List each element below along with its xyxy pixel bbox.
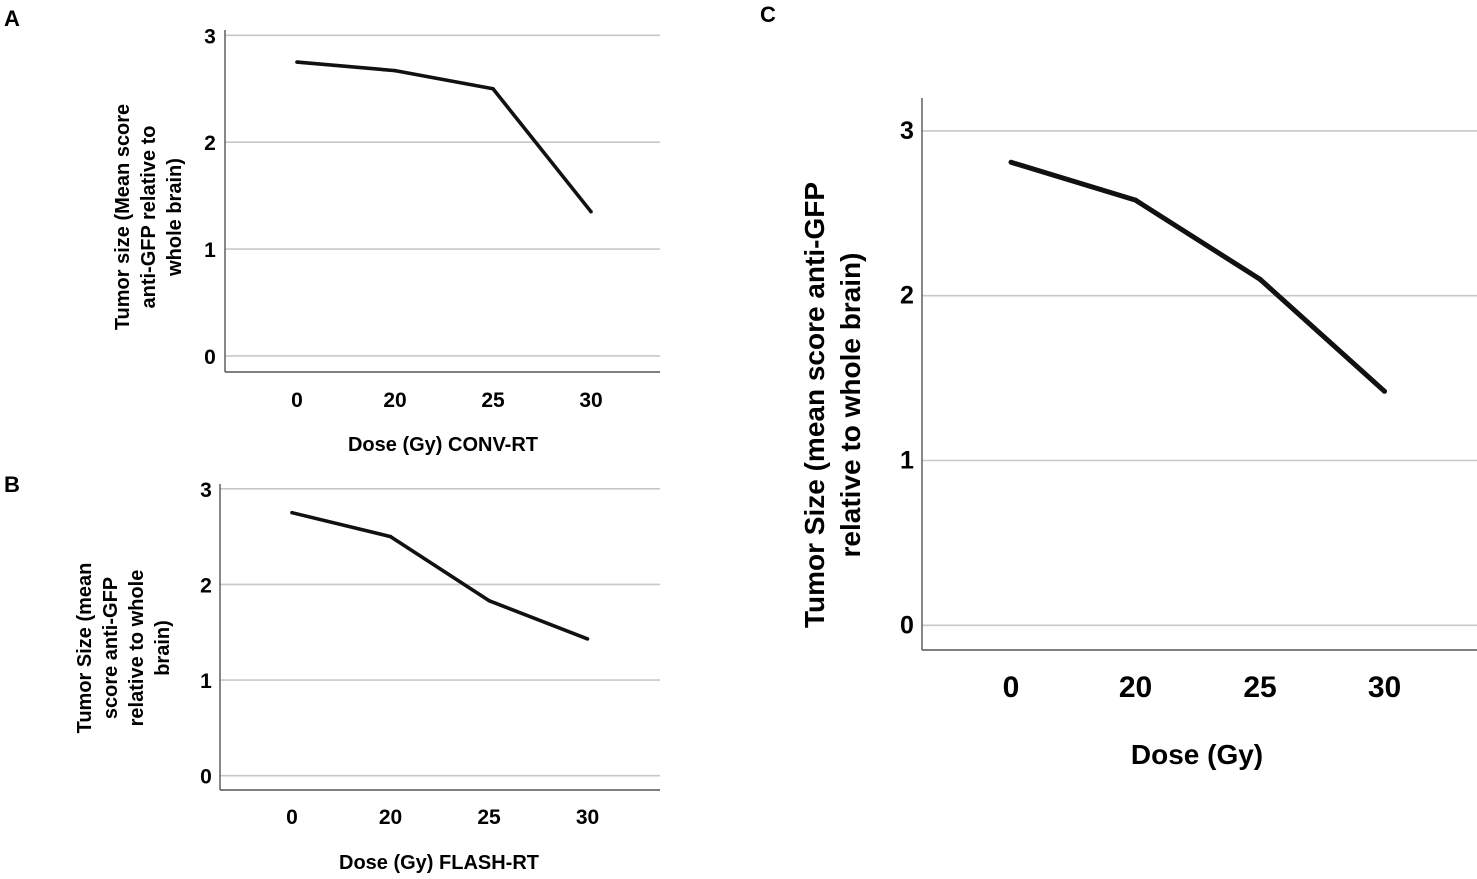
data-point [295,60,299,64]
y-axis-title-line: relative to whole brain) [835,253,866,558]
x-tick-label: 30 [579,389,602,412]
data-point [487,598,491,603]
data-point [585,637,590,641]
y-tick-label: 1 [204,239,216,262]
y-tick-label: 0 [200,766,212,789]
panel-label-a: A [4,6,20,31]
y-axis-title-line: Tumor size (Mean score [112,104,134,330]
y-axis-title: Tumor Size (mean score anti-GFP relative t… [74,563,174,734]
y-tick-label: 1 [900,447,914,475]
y-tick-label: 3 [204,25,216,48]
data-point [1382,388,1387,394]
x-tick-label: 0 [1003,671,1020,704]
x-tick-label: 20 [1119,671,1152,704]
x-axis-title: Dose (Gy) [1131,739,1263,770]
y-tick-label: 2 [200,574,212,597]
y-axis-title: Tumor size (Mean score anti-GFP relative … [112,104,186,330]
x-axis-title: Dose (Gy) FLASH-RT [339,852,539,874]
y-axis-title-line: score anti-GFP [100,577,122,719]
x-tick-label: 25 [1243,671,1276,704]
x-tick-label: 0 [291,389,303,412]
series-line [1010,159,1387,394]
data-point [589,209,593,214]
series-line [296,60,593,213]
data-point [1008,159,1014,165]
x-tick-label: 0 [286,806,298,829]
y-tick-label: 0 [204,346,216,369]
y-axis-title-line: whole brain) [164,158,186,277]
x-tick-label: 30 [576,806,599,829]
y-axis-title-line: Tumor Size (mean score anti-GFP [799,182,830,628]
panel-label-b: B [4,472,20,497]
y-axis-title-line: Tumor Size (mean [74,563,96,734]
y-tick-label: 3 [200,479,212,502]
data-point [388,534,393,539]
data-point [290,510,294,515]
data-point [393,68,397,73]
y-axis-title-line: relative to whole [126,570,148,727]
y-tick-label: 0 [900,611,914,639]
data-point [1257,276,1263,282]
x-tick-label: 25 [481,389,505,412]
y-axis-title-line: brain) [152,620,174,676]
y-axis-title-line: anti-GFP relative to [138,125,160,308]
data-point [491,86,495,91]
x-tick-label: 20 [379,806,402,829]
y-tick-label: 3 [900,117,914,145]
series-line [291,510,589,641]
y-tick-label: 1 [200,670,212,693]
y-axis-title: Tumor Size (mean score anti-GFP relative … [799,182,866,628]
x-tick-label: 30 [1368,671,1401,704]
y-tick-label: 2 [900,282,914,310]
panel-label-c: C [760,2,776,27]
y-tick-label: 2 [204,132,216,155]
x-axis-title: Dose (Gy) CONV-RT [348,434,538,456]
x-tick-label: 20 [383,389,406,412]
data-point [1133,197,1138,203]
x-tick-label: 25 [477,806,501,829]
